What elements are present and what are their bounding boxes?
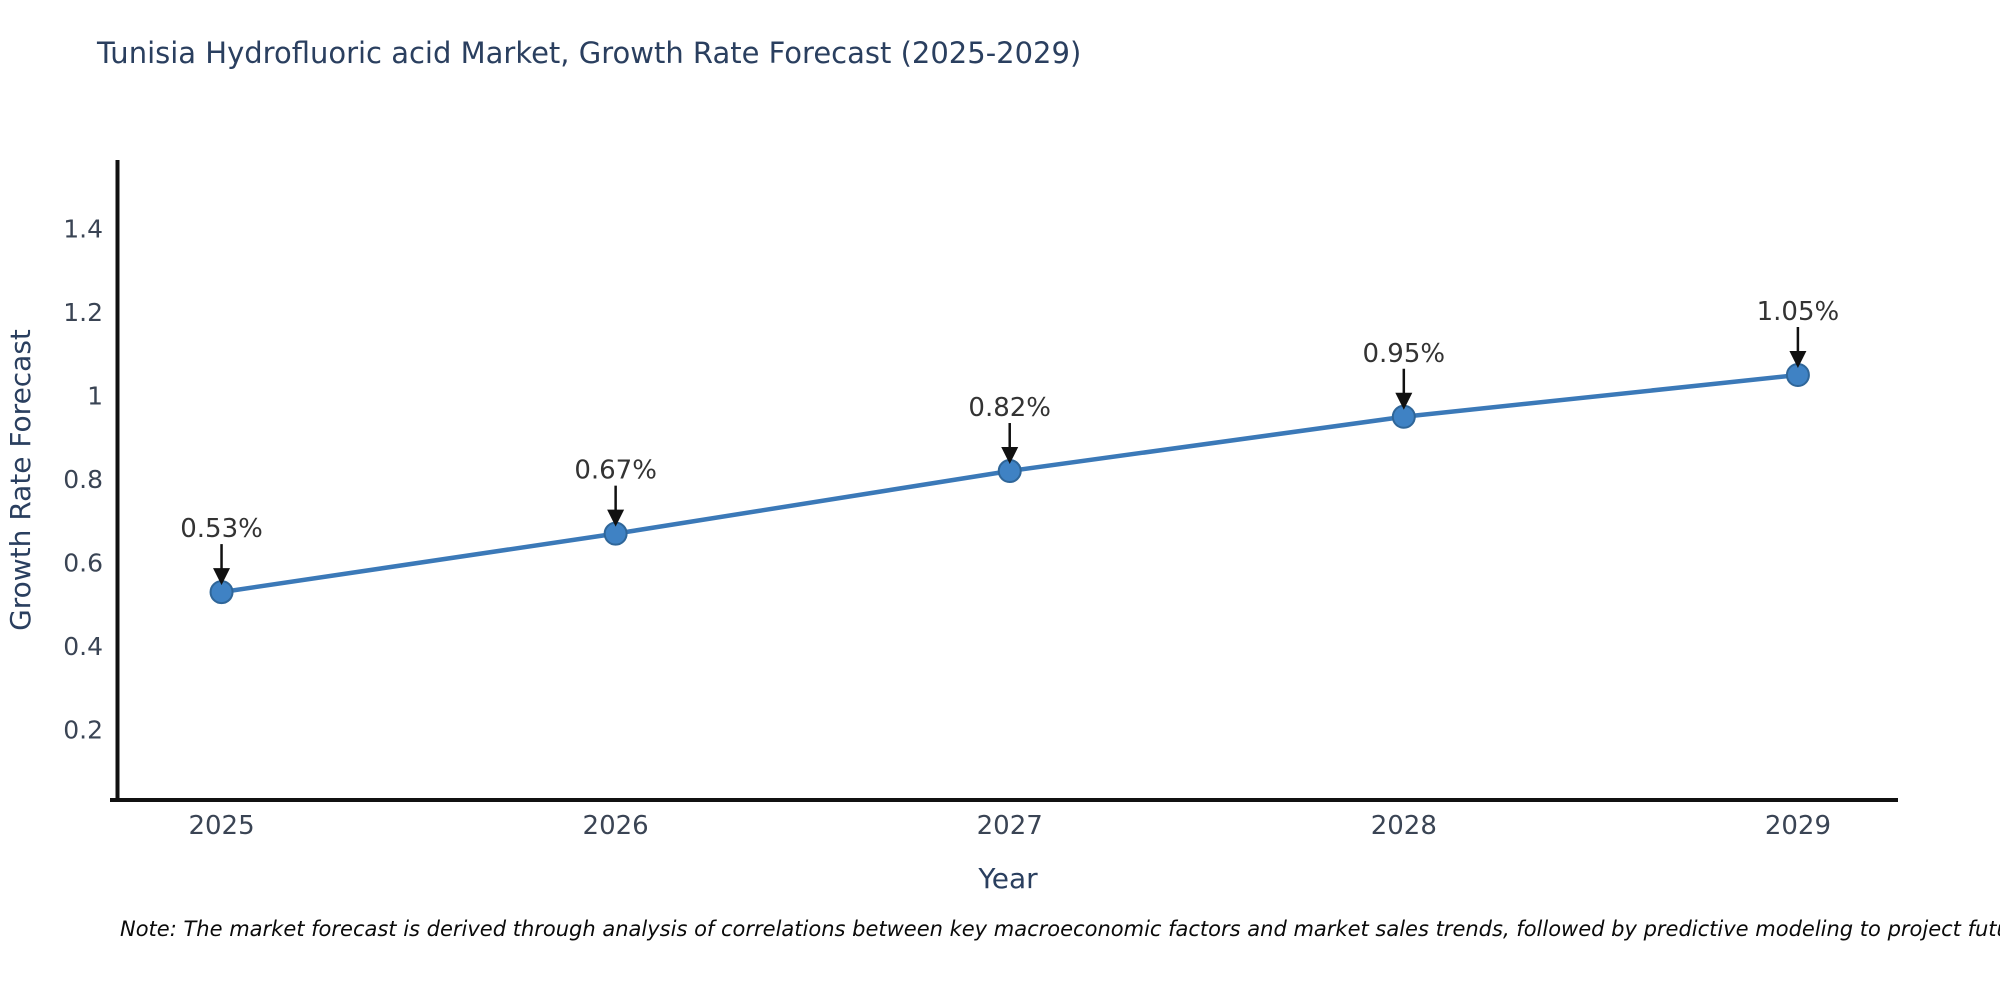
x-axis-title: Year (977, 862, 1038, 895)
y-tick-label: 1 (87, 381, 103, 410)
footnote: Note: The market forecast is derived thr… (120, 917, 2000, 941)
x-tick-label: 2027 (977, 811, 1043, 841)
annotation-arrow-head (1789, 351, 1807, 369)
x-tick-label: 2028 (1371, 811, 1437, 841)
y-tick-label: 0.6 (63, 548, 103, 577)
y-tick-label: 1.4 (63, 214, 103, 243)
y-axis-title: Growth Rate Forecast (4, 329, 37, 631)
annotation-arrow-head (213, 568, 231, 586)
annotation-arrow-head (607, 509, 625, 527)
x-tick-label: 2029 (1765, 811, 1831, 841)
point-annotation: 0.53% (180, 514, 263, 544)
annotation-arrow-head (1395, 392, 1413, 410)
y-tick-label: 0.8 (63, 465, 103, 494)
point-annotation: 0.82% (968, 393, 1051, 423)
y-tick-label: 1.2 (63, 298, 103, 327)
point-annotation: 1.05% (1757, 297, 1840, 327)
x-tick-label: 2026 (583, 811, 649, 841)
x-tick-label: 2025 (188, 811, 254, 841)
point-annotation: 0.67% (574, 456, 657, 486)
chart-title: Tunisia Hydrofluoric acid Market, Growth… (97, 36, 1082, 70)
annotation-arrow-head (1001, 447, 1019, 465)
y-tick-label: 0.4 (63, 632, 103, 661)
y-tick-label: 0.2 (63, 715, 103, 744)
point-annotation: 0.95% (1363, 339, 1446, 369)
